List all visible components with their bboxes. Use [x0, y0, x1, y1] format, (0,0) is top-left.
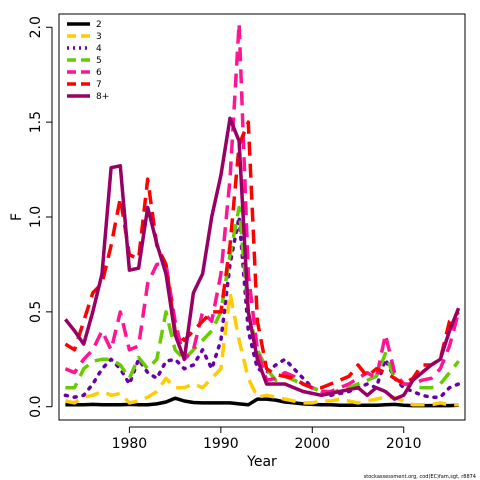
y-axis: 0.0 0.5 1.0 1.5 2.0 — [28, 16, 53, 418]
x-tick-label: 2000 — [294, 436, 330, 452]
legend-label: 7 — [96, 80, 102, 90]
y-tick-label: 1.5 — [28, 111, 44, 133]
y-tick-label: 0.0 — [28, 396, 44, 418]
y-axis-title: F — [9, 213, 25, 221]
x-tick-label: 1980 — [112, 436, 148, 452]
x-axis: 1980 1990 2000 2010 — [112, 426, 422, 452]
legend-label: 2 — [96, 20, 102, 30]
series-line-8plus — [64, 116, 461, 401]
x-tick-label: 2010 — [386, 436, 422, 452]
legend-label: 8+ — [96, 92, 109, 102]
legend: 2 3 4 5 6 7 8+ — [67, 20, 109, 102]
legend-label: 3 — [96, 32, 102, 42]
legend-label: 6 — [96, 68, 102, 78]
plot-frame — [58, 13, 466, 421]
footer-text: stockassessment.org, cod(EC)fam,sgt, r88… — [364, 474, 476, 480]
x-tick-label: 1990 — [203, 436, 239, 452]
series-layer — [63, 21, 461, 408]
x-axis-title: Year — [246, 454, 277, 470]
y-tick-label: 0.5 — [28, 301, 44, 323]
legend-label: 4 — [96, 44, 102, 54]
series-line-7 — [64, 120, 460, 390]
series-line-6 — [64, 21, 461, 394]
y-tick-label: 1.0 — [28, 206, 44, 228]
series-line-2 — [65, 396, 459, 408]
y-tick-label: 2.0 — [28, 16, 44, 38]
legend-label: 5 — [96, 56, 102, 66]
